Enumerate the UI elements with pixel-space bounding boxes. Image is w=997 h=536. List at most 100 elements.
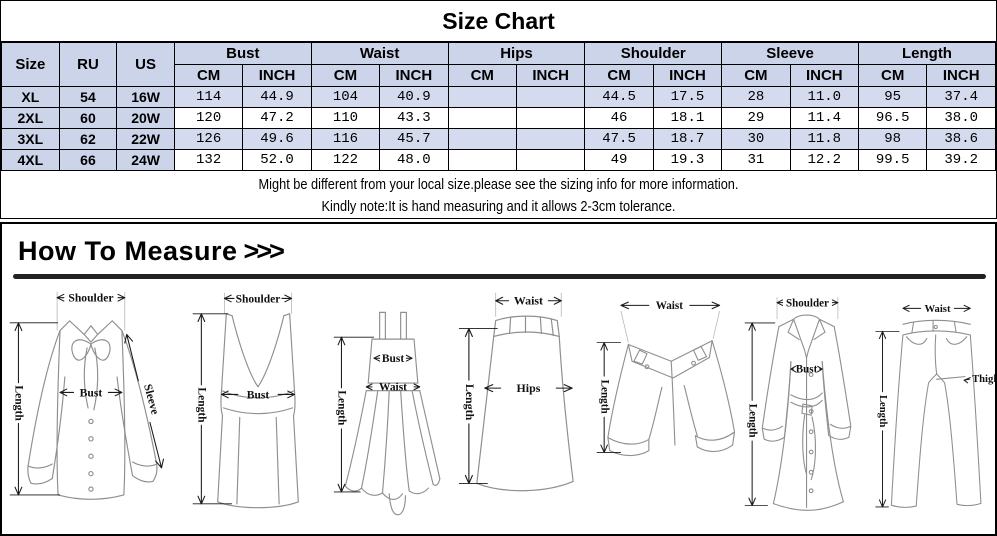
table-cell: 39.2 — [926, 149, 996, 171]
table-cell: 2XL — [1, 107, 60, 129]
measure-label: Shoulder — [235, 293, 280, 305]
header-ru: RU — [58, 42, 118, 87]
measure-label: Bust — [382, 353, 404, 365]
unit-cm: CM — [447, 64, 517, 87]
measure-label: Length — [335, 390, 347, 426]
table-cell: 104 — [310, 86, 381, 108]
table-cell: 19.3 — [652, 149, 723, 171]
unit-inch: INCH — [515, 64, 586, 87]
header-shoulder: Shoulder — [584, 42, 723, 65]
table-cell: 122 — [310, 149, 381, 171]
table-cell — [515, 128, 586, 150]
measure-label: Length — [13, 385, 26, 421]
header-length: Length — [857, 42, 997, 65]
unit-inch: INCH — [926, 64, 996, 87]
table-cell: 60 — [58, 107, 118, 129]
table-cell — [515, 107, 586, 129]
table-cell: 44.9 — [242, 86, 312, 108]
table-cell: 54 — [58, 86, 118, 108]
table-cell: 24W — [116, 149, 175, 171]
table-cell: 48.0 — [379, 149, 449, 171]
blouse-diagram: Shoulder Length Bust Sleeve — [9, 292, 164, 500]
coat-diagram: Shoulder Bust Length — [744, 297, 852, 511]
unit-cm: CM — [857, 64, 928, 87]
measure-label: Waist — [656, 300, 684, 312]
table-cell: 12.2 — [789, 149, 859, 171]
unit-header-row: CM INCH CM INCH CM INCH CM INCH CM INCH … — [2, 64, 996, 87]
table-cell: 29 — [721, 107, 791, 129]
table-cell: 126 — [173, 128, 244, 150]
table-cell: 11.4 — [789, 107, 859, 129]
table-row: 4XL 66 24W 132 52.0 122 48.0 49 19.3 31 … — [1, 149, 996, 171]
unit-cm: CM — [173, 64, 244, 87]
unit-cm: CM — [584, 64, 654, 87]
table-cell: 114 — [173, 86, 244, 108]
measure-label: Shoulder — [68, 292, 113, 305]
header-bust: Bust — [173, 42, 312, 65]
table-cell: 62 — [58, 128, 118, 150]
table-cell — [515, 149, 586, 171]
table-cell: 120 — [173, 107, 244, 129]
table-cell: 20W — [116, 107, 175, 129]
table-cell — [515, 86, 586, 108]
table-cell: 11.0 — [789, 86, 859, 108]
measure-label: Bust — [247, 389, 270, 401]
table-cell: 3XL — [1, 128, 60, 150]
unit-inch: INCH — [652, 64, 723, 87]
table-cell — [447, 149, 517, 171]
header-hips: Hips — [447, 42, 586, 65]
measure-label: Length — [463, 384, 477, 421]
table-row: 2XL 60 20W 120 47.2 110 43.3 46 18.1 29 … — [1, 107, 996, 129]
table-row: 3XL 62 22W 126 49.6 116 45.7 47.5 18.7 3… — [1, 128, 996, 150]
table-cell: 22W — [116, 128, 175, 150]
note-line: Kindly note:It is hand measuring and it … — [321, 199, 676, 215]
measure-label: Sleeve — [141, 383, 162, 416]
table-cell: 132 — [173, 149, 244, 171]
header-sleeve: Sleeve — [721, 42, 859, 65]
how-to-measure-heading: How To Measure >>> — [18, 236, 995, 267]
header-us: US — [116, 42, 175, 87]
table-cell: 17.5 — [652, 86, 723, 108]
table-row: XL 54 16W 114 44.9 104 40.9 44.5 17.5 28… — [1, 86, 996, 108]
measure-label: Waist — [514, 294, 543, 308]
table-cell — [447, 107, 517, 129]
tank-top-diagram: Shoulder Bust Length — [192, 292, 299, 509]
table-cell: 31 — [721, 149, 791, 171]
table-cell: 96.5 — [857, 107, 928, 129]
heading-underline — [13, 274, 986, 279]
note-line: Might be different from your local size.… — [258, 177, 739, 194]
dress-diagram: Bust Waist Length — [333, 311, 441, 516]
table-cell: 4XL — [1, 149, 60, 171]
table-cell: 66 — [58, 149, 118, 171]
table-cell — [447, 128, 517, 150]
pants-diagram: Waist Thigh Length — [875, 304, 995, 508]
table-cell: 45.7 — [379, 128, 449, 150]
garment-diagrams: Shoulder Length Bust Sleeve — [2, 282, 995, 528]
measure-label: Length — [195, 387, 207, 423]
measure-label: Bust — [796, 364, 818, 376]
measure-label: Hips — [516, 381, 540, 395]
sizing-notes: Might be different from your local size.… — [1, 171, 996, 223]
table-cell: 18.7 — [652, 128, 723, 150]
unit-cm: CM — [721, 64, 791, 87]
table-cell: 47.5 — [584, 128, 654, 150]
chevrons-icon: >>> — [243, 236, 285, 266]
table-cell: 95 — [857, 86, 928, 108]
measure-label: Thigh — [972, 374, 995, 385]
table-cell: 43.3 — [379, 107, 449, 129]
table-cell: 18.1 — [652, 107, 723, 129]
table-cell: 99.5 — [857, 149, 928, 171]
table-cell: 30 — [721, 128, 791, 150]
measure-label: Length — [598, 380, 610, 415]
unit-cm: CM — [310, 64, 381, 87]
table-cell: 47.2 — [242, 107, 312, 129]
table-cell: 98 — [857, 128, 928, 150]
measure-label: Length — [877, 395, 888, 428]
shorts-diagram: Waist Length — [596, 300, 735, 457]
header-waist: Waist — [310, 42, 449, 65]
skirt-diagram: Waist Hips Length — [458, 292, 574, 492]
size-table: Size RU US Bust Waist Hips Shoulder Slee… — [1, 42, 997, 171]
table-cell: 52.0 — [242, 149, 312, 171]
table-cell: 28 — [721, 86, 791, 108]
